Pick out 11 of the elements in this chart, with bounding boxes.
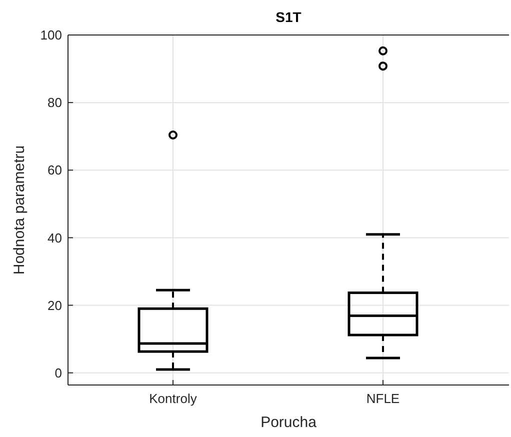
x-axis-title: Porucha xyxy=(260,414,318,431)
y-tick-label: 20 xyxy=(48,298,62,313)
x-tick-label: NFLE xyxy=(366,391,400,406)
chart-title: S1T xyxy=(276,9,302,25)
y-tick-label: 80 xyxy=(48,95,62,110)
x-tick-label: Kontroly xyxy=(149,391,198,406)
y-axis-title: Hodnota parametru xyxy=(11,145,28,275)
y-tick-label: 100 xyxy=(40,28,62,43)
y-tick-label: 60 xyxy=(48,162,62,178)
y-tick-label: 40 xyxy=(48,230,62,246)
y-tick-label: 0 xyxy=(54,365,62,380)
